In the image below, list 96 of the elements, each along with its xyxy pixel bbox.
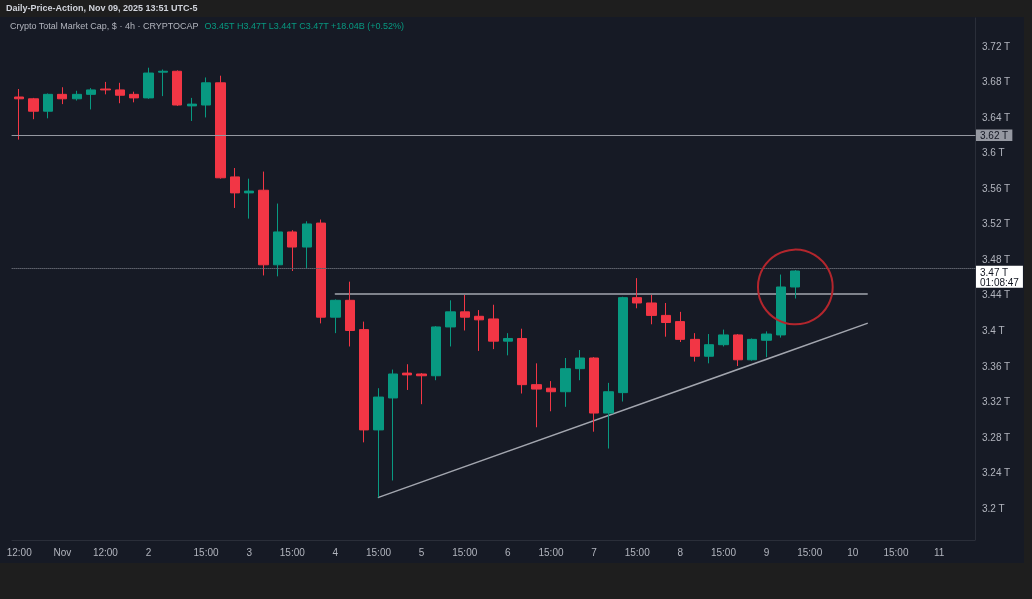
candlestick — [330, 298, 341, 334]
y-tick-label: 3.2 T — [982, 502, 1005, 514]
candlestick — [43, 92, 53, 119]
candlestick — [560, 357, 571, 408]
candlestick — [575, 349, 585, 381]
x-tick-label: 6 — [505, 546, 512, 558]
ref-line-label: 3.47 T 01:08:47 — [980, 266, 1020, 289]
candlestick — [704, 333, 714, 364]
y-tick-label: 3.4 T — [982, 324, 1005, 336]
candlestick — [373, 387, 384, 498]
candlestick — [431, 325, 441, 381]
candlestick — [172, 69, 182, 107]
candlestick — [57, 86, 67, 105]
candlestick — [86, 87, 96, 110]
x-tick-label: 15:00 — [452, 546, 478, 558]
y-tick-label: 3.72 T — [982, 40, 1011, 52]
x-tick-label: 4 — [332, 546, 339, 558]
x-tick-label: 15:00 — [883, 546, 909, 558]
y-tick-label: 3.48 T — [982, 253, 1011, 265]
candlestick — [488, 304, 499, 350]
candlestick — [589, 356, 599, 433]
candlestick — [244, 178, 254, 220]
candlestick — [28, 97, 39, 120]
candlestick — [129, 91, 139, 103]
x-tick-label: 12:00 — [92, 546, 119, 558]
x-tick-label: 10 — [847, 546, 859, 558]
candlestick — [733, 333, 743, 367]
candlestick — [402, 363, 412, 391]
candlestick — [761, 330, 772, 358]
candlestick — [187, 97, 197, 122]
x-tick-label: 3 — [246, 546, 253, 558]
x-tick-label: 15:00 — [797, 546, 823, 558]
candlestick — [287, 229, 297, 272]
candlestick — [546, 380, 556, 412]
candlestick — [460, 294, 470, 331]
y-tick-label: 3.52 T — [982, 218, 1011, 230]
candlestick — [790, 269, 800, 300]
candlestick — [416, 372, 427, 405]
x-tick-label: 9 — [763, 546, 770, 558]
x-tick-label: 15:00 — [624, 546, 651, 558]
candlestick — [345, 281, 355, 347]
candlestick — [273, 203, 283, 277]
candlestick — [215, 75, 226, 180]
candlestick — [158, 68, 168, 97]
chart-title: Crypto Total Market Cap, $ · 4h · CRYPTOCAP — [10, 21, 199, 31]
candlestick — [258, 171, 269, 276]
candlestick — [718, 329, 729, 347]
ref-line-label: 3.62 T — [980, 129, 1009, 141]
candlestick — [747, 337, 757, 362]
candlestick — [776, 274, 786, 339]
x-tick-label: 2 — [145, 546, 152, 558]
candlestick — [690, 332, 700, 363]
candlestick — [14, 88, 24, 141]
candlestick — [531, 362, 542, 428]
x-tick-label: 8 — [677, 546, 684, 558]
candlestick — [72, 90, 82, 102]
x-tick-label: 15:00 — [710, 546, 737, 558]
x-tick-label: 5 — [418, 546, 425, 558]
candlestick — [474, 309, 484, 352]
candlestick — [359, 321, 369, 443]
x-tick-label: 12:00 — [6, 546, 33, 558]
candlestick — [661, 302, 671, 338]
y-tick-label: 3.56 T — [982, 182, 1011, 194]
candlestick — [388, 369, 398, 482]
x-tick-label: 7 — [591, 546, 598, 558]
candlestick — [100, 81, 111, 95]
x-tick-label: Nov — [53, 546, 72, 558]
candlestick — [632, 277, 642, 309]
y-tick-label: 3.64 T — [982, 111, 1011, 123]
candlestick — [445, 299, 456, 347]
candlestick — [618, 296, 628, 403]
y-tick-label: 3.28 T — [982, 431, 1011, 443]
candlestick — [316, 219, 326, 324]
y-tick-label: 3.24 T — [982, 467, 1011, 479]
candlestick — [675, 311, 685, 343]
text: Daily-Price-Action, Nov 09, 2025 13:51 UTC-5 — [6, 3, 198, 13]
x-tick-label: 15:00 — [366, 546, 392, 558]
candlestick — [646, 294, 657, 325]
candlestick — [503, 332, 513, 356]
y-tick-label: 3.68 T — [982, 76, 1011, 88]
y-tick-label: 3.44 T — [982, 289, 1011, 301]
chart-subtitle: O3.45T H3.47T L3.44T C3.47T +18.04B (+0.52%) — [204, 21, 405, 31]
candlestick — [201, 76, 211, 118]
candlestick — [143, 67, 154, 100]
candlestick — [603, 382, 614, 450]
x-tick-label: 15:00 — [538, 546, 564, 558]
y-tick-label: 3.36 T — [982, 360, 1011, 372]
x-tick-label: 15:00 — [193, 546, 219, 558]
x-tick-label: 11 — [933, 546, 945, 558]
candlestick — [230, 167, 240, 209]
y-tick-label: 3.32 T — [982, 396, 1011, 408]
candlestick — [517, 328, 527, 395]
candlestick — [302, 220, 312, 269]
x-tick-label: 15:00 — [279, 546, 306, 558]
y-tick-label: 3.6 T — [982, 147, 1005, 159]
candlestick — [115, 82, 125, 104]
